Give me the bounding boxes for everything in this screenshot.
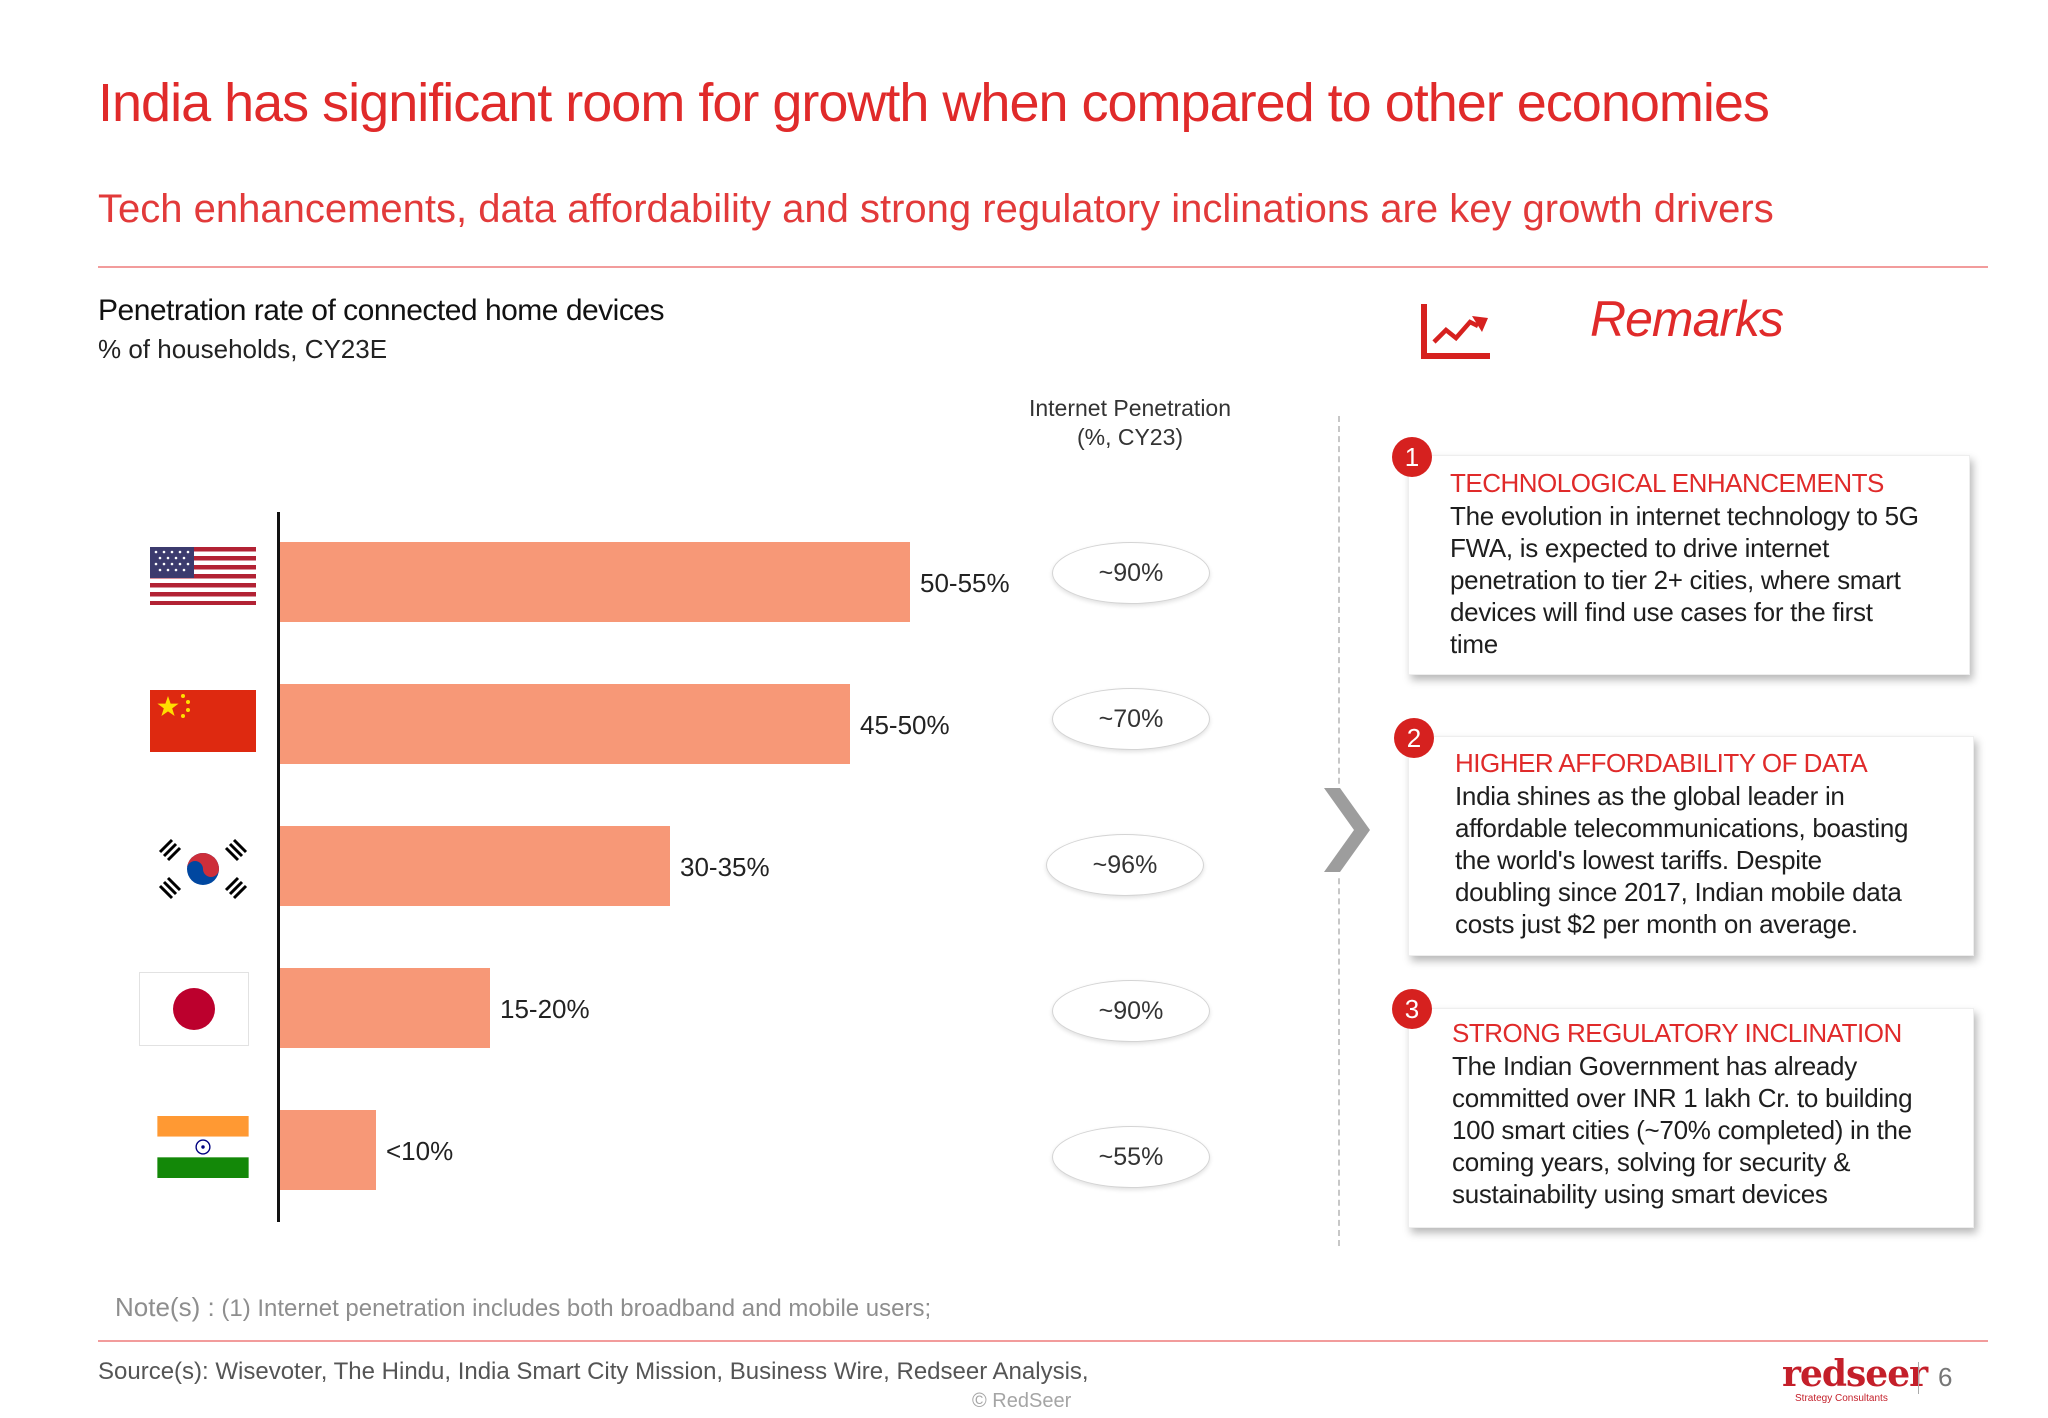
remark-heading-3: STRONG REGULATORY INCLINATION (1452, 1018, 1902, 1048)
remark-3-line: The Indian Government has already (1452, 1051, 1857, 1081)
remark-badge-2: 2 (1394, 718, 1434, 758)
bar-label-south-korea: 30-35% (680, 852, 770, 882)
remark-heading-1: TECHNOLOGICAL ENHANCEMENTS (1450, 468, 1884, 498)
redseer-logo: redseer (1782, 1353, 1928, 1395)
chart-subtitle: % of households, CY23E (98, 334, 388, 364)
bar-usa (280, 542, 910, 622)
remark-1-line: The evolution in internet technology to … (1450, 501, 1919, 531)
internet-penetration-title: Internet Penetration (%, CY23) (1010, 394, 1250, 452)
footnote-text: (1) Internet penetration includes both b… (221, 1295, 932, 1322)
page-number: 6 (1938, 1362, 1953, 1392)
remark-1-line: penetration to tier 2+ cities, where sma… (1450, 565, 1901, 595)
japan-flag-icon (139, 972, 249, 1046)
remark-3-line: 100 smart cities (~70% completed) in the (1452, 1115, 1912, 1145)
bar-china (280, 684, 850, 764)
bar-label-japan: 15-20% (500, 994, 590, 1024)
internet-penetration-china: ~70% (1052, 688, 1210, 750)
bar-label-china: 45-50% (860, 710, 950, 740)
remark-3-line: sustainability using smart devices (1452, 1179, 1828, 1209)
remark-1-line: time (1450, 629, 1498, 659)
bar-label-india: <10% (386, 1136, 454, 1166)
chart-title: Penetration rate of connected home devic… (98, 294, 665, 327)
remark-badge-1: 1 (1392, 437, 1432, 477)
bar-india (280, 1110, 376, 1190)
south-korea-flag-icon (150, 834, 256, 904)
remark-card-1 (1408, 455, 1970, 675)
remark-3-line: coming years, solving for security & (1452, 1147, 1851, 1177)
remark-2-line: the world's lowest tariffs. Despite (1455, 845, 1822, 875)
remarks-title: Remarks (1590, 291, 1784, 347)
usa-flag-icon (150, 547, 256, 605)
redseer-logo-subtitle: Strategy Consultants (1795, 1393, 1888, 1404)
page-subtitle: Tech enhancements, data affordability an… (98, 187, 1774, 231)
india-flag-icon (157, 1116, 249, 1178)
remark-card-3 (1408, 1008, 1974, 1228)
bar-japan (280, 968, 490, 1048)
footnote: Note(s) : (1) Internet penetration inclu… (115, 1292, 931, 1323)
remark-card-2 (1408, 736, 1974, 956)
remark-1-line: FWA, is expected to drive internet (1450, 533, 1830, 563)
footnote-prefix: Note(s) : (115, 1292, 215, 1322)
header-divider (98, 266, 1988, 268)
remark-1-line: devices will find use cases for the firs… (1450, 597, 1873, 627)
internet-penetration-india: ~55% (1052, 1126, 1210, 1188)
internet-penetration-title-line1: Internet Penetration (1028, 395, 1232, 421)
china-flag-icon (150, 690, 256, 752)
internet-penetration-south-korea: ~96% (1046, 834, 1204, 896)
remark-3-line: committed over INR 1 lakh Cr. to buildin… (1452, 1083, 1913, 1113)
trend-chart-icon (1421, 304, 1490, 359)
logo-separator (1918, 1362, 1919, 1394)
remark-body-1: The evolution in internet technology to … (1450, 500, 1919, 660)
page-title: India has significant room for growth wh… (98, 73, 1770, 133)
remark-2-line: affordable telecommunications, boasting (1455, 813, 1909, 843)
remark-2-line: India shines as the global leader in (1455, 781, 1845, 811)
bar-south-korea (280, 826, 670, 906)
remark-heading-2: HIGHER AFFORDABILITY OF DATA (1455, 748, 1868, 778)
remark-badge-3: 3 (1392, 989, 1432, 1029)
bar-label-usa: 50-55% (920, 568, 1010, 598)
footer-divider (98, 1340, 1988, 1342)
remark-2-line: costs just $2 per month on average. (1455, 909, 1858, 939)
chart-axis (277, 512, 280, 1222)
internet-penetration-japan: ~90% (1052, 980, 1210, 1042)
internet-penetration-title-line2: (%, CY23) (1076, 424, 1184, 450)
source-text: Source(s): Wisevoter, The Hindu, India S… (98, 1358, 1089, 1385)
copyright: © RedSeer (972, 1390, 1072, 1412)
remark-body-3: The Indian Government has already commit… (1452, 1050, 1913, 1210)
chevron-right-icon (1324, 784, 1376, 876)
remark-body-2: India shines as the global leader in aff… (1455, 780, 1909, 940)
internet-penetration-usa: ~90% (1052, 542, 1210, 604)
remark-2-line: doubling since 2017, Indian mobile data (1455, 877, 1902, 907)
